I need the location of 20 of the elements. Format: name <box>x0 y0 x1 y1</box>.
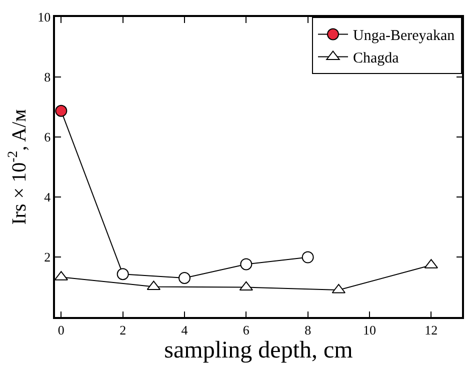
x-tick-label: 8 <box>304 322 312 338</box>
x-tick-label: 0 <box>58 322 64 338</box>
x-tick-label: 12 <box>424 322 438 338</box>
point <box>55 104 68 117</box>
y-tick-label: 8 <box>44 70 51 85</box>
y-tick-label: 6 <box>44 130 52 145</box>
point <box>116 268 129 280</box>
y-tick-label: 10 <box>38 10 51 25</box>
y-tick-label: 4 <box>44 190 52 205</box>
x-tick-label: 6 <box>242 322 250 338</box>
x-tick-label: 2 <box>120 322 126 338</box>
point <box>240 258 252 270</box>
point <box>178 272 190 284</box>
legend-label: Unga-Bereyakan <box>353 28 456 44</box>
x-axis-title: sampling depth, cm <box>164 337 354 364</box>
legend-label: Chagda <box>353 50 400 67</box>
point <box>302 251 314 264</box>
x-tick-label: 4 <box>181 322 188 338</box>
x-tick-label: 10 <box>363 322 376 338</box>
y-tick-label: 2 <box>44 250 51 265</box>
